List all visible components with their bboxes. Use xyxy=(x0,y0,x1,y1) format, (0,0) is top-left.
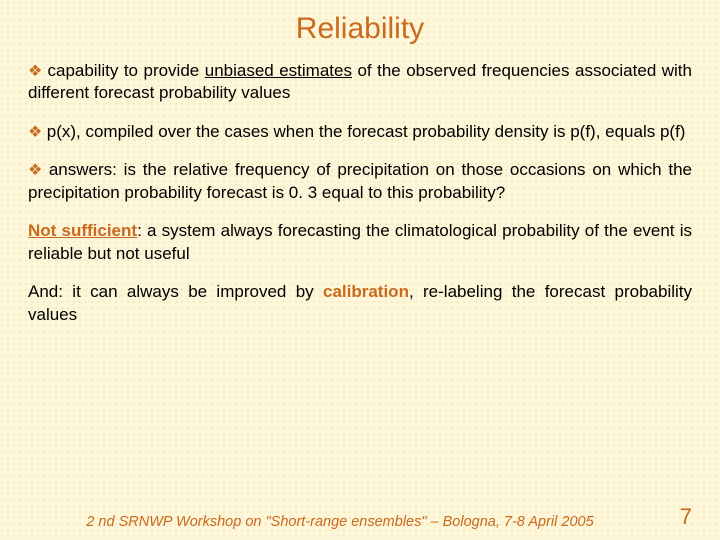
diamond-bullet-icon: ❖ xyxy=(28,122,42,143)
bullet-para-1: ❖ capability to provide unbiased estimat… xyxy=(28,60,692,105)
para-5: And: it can always be improved by calibr… xyxy=(28,281,692,326)
footer-text: 2 nd SRNWP Workshop on "Short-range ense… xyxy=(28,514,652,530)
para-4: Not sufficient: a system always forecast… xyxy=(28,220,692,265)
diamond-bullet-icon: ❖ xyxy=(28,61,42,82)
p3-text: answers: is the relative frequency of pr… xyxy=(28,160,692,201)
slide-title: Reliability xyxy=(28,12,692,46)
bullet-para-3: ❖ answers: is the relative frequency of … xyxy=(28,159,692,204)
p5-strong: calibration xyxy=(323,282,409,301)
p1-underlined: unbiased estimates xyxy=(205,61,352,80)
p2-text: p(x), compiled over the cases when the f… xyxy=(47,122,686,141)
page-number: 7 xyxy=(652,504,692,530)
slide: Reliability ❖ capability to provide unbi… xyxy=(0,0,720,540)
p5-text-a: And: it can always be improved by xyxy=(28,282,323,301)
footer: 2 nd SRNWP Workshop on "Short-range ense… xyxy=(0,504,720,530)
diamond-bullet-icon: ❖ xyxy=(28,160,42,181)
p1-text-a: capability to provide xyxy=(47,61,204,80)
bullet-para-2: ❖ p(x), compiled over the cases when the… xyxy=(28,121,692,143)
p4-strong: Not sufficient xyxy=(28,221,137,240)
